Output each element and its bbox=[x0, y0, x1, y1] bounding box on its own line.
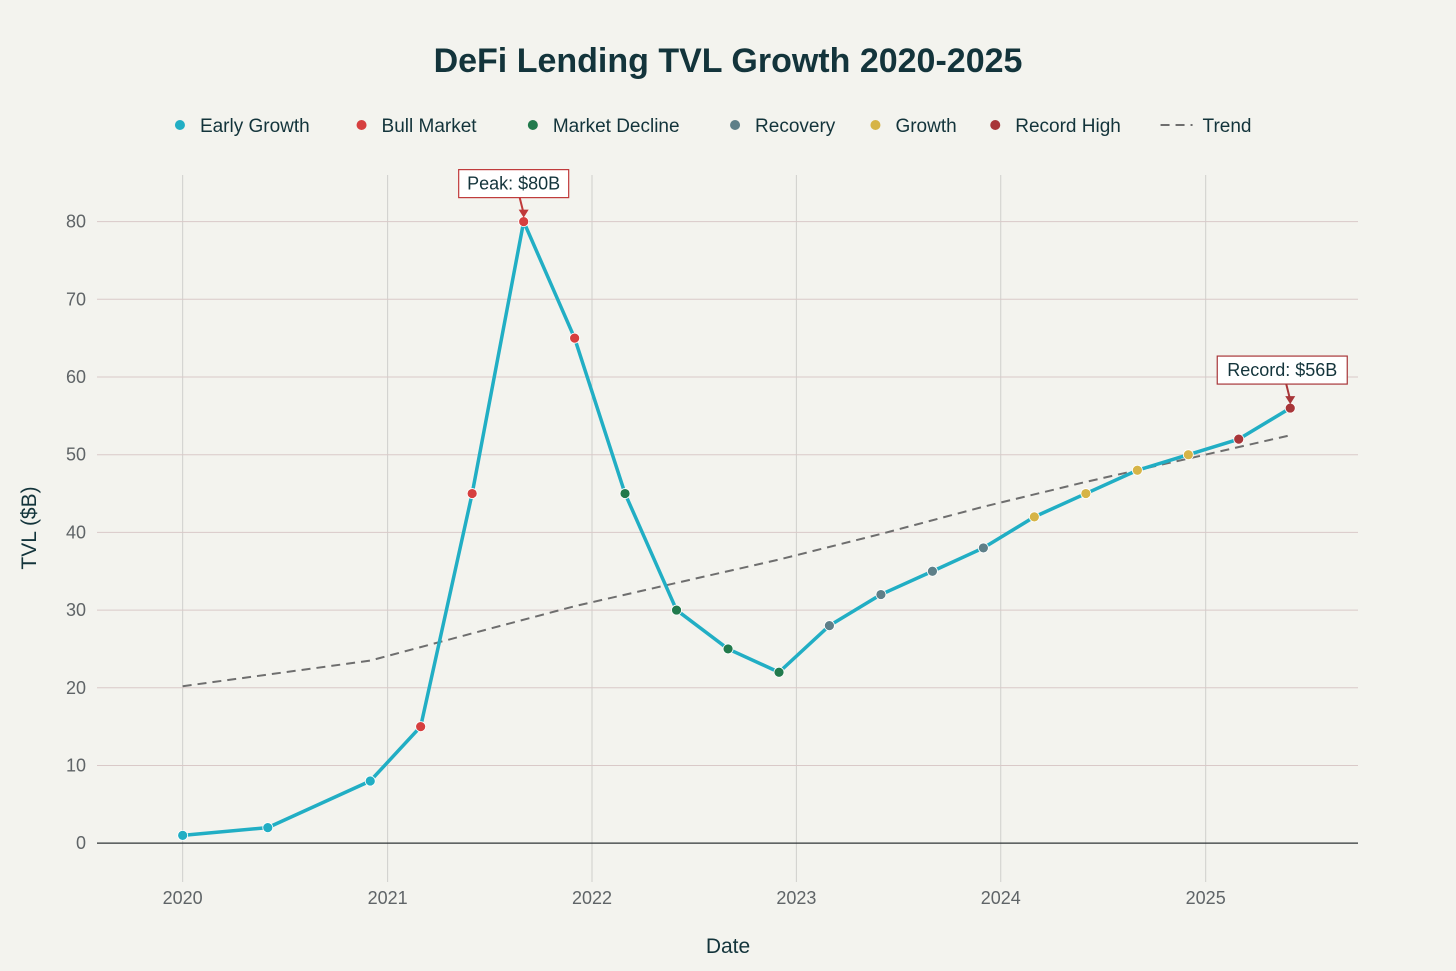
annotations: Peak: $80B Record: $56B bbox=[458, 169, 1348, 405]
legend-label: Bull Market bbox=[382, 116, 478, 137]
data-point-recovery bbox=[875, 589, 887, 600]
legend-label: Trend bbox=[1203, 116, 1252, 137]
y-tick-label: 70 bbox=[66, 289, 86, 309]
data-point-market-decline bbox=[619, 488, 631, 499]
legend-label: Growth bbox=[895, 116, 956, 137]
legend-label: Recovery bbox=[755, 116, 836, 137]
data-point-record-high bbox=[1233, 433, 1245, 445]
annotation-label: Record: $56B bbox=[1227, 360, 1337, 380]
data-point-recovery bbox=[824, 620, 835, 632]
legend-label: Market Decline bbox=[553, 116, 680, 137]
legend-swatch-early-growth bbox=[174, 120, 185, 130]
data-point-early-growth bbox=[262, 822, 274, 834]
data-point-bull-market bbox=[466, 488, 478, 499]
data-point-recovery bbox=[927, 565, 938, 577]
data-point-record-high bbox=[1284, 402, 1296, 414]
x-tick-label: 2020 bbox=[163, 888, 203, 908]
x-tick-label: 2024 bbox=[981, 888, 1021, 908]
data-point-growth bbox=[1182, 449, 1194, 461]
legend: Early Growth Bull Market Market Decline Rec… bbox=[174, 116, 1252, 137]
x-tick-label: 2025 bbox=[1186, 888, 1226, 908]
annotation-peak-80b: Peak: $80B bbox=[458, 169, 570, 218]
legend-swatch-growth bbox=[870, 120, 881, 130]
legend-item-early-growth: Early Growth bbox=[174, 116, 310, 137]
legend-item-market-decline: Market Decline bbox=[527, 116, 680, 137]
data-point-bull-market bbox=[569, 332, 581, 344]
legend-item-bull-market: Bull Market bbox=[356, 116, 478, 137]
annotation-box bbox=[1216, 355, 1348, 385]
y-tick-label: 60 bbox=[66, 367, 86, 387]
data-point-early-growth bbox=[177, 829, 189, 841]
legend-label: Early Growth bbox=[200, 116, 310, 137]
x-tick-label: 2021 bbox=[368, 888, 408, 908]
data-point-bull-market bbox=[415, 721, 427, 733]
annotation-label: Peak: $80B bbox=[467, 174, 560, 194]
data-point-growth bbox=[1028, 511, 1040, 523]
y-tick-label: 30 bbox=[66, 600, 86, 620]
y-tick-label: 0 bbox=[76, 833, 86, 853]
legend-item-trend: Trend bbox=[1160, 116, 1252, 137]
y-tick-label: 20 bbox=[66, 678, 86, 698]
legend-item-record-high: Record High bbox=[990, 116, 1121, 137]
x-tick-label: 2023 bbox=[776, 888, 816, 908]
data-point-market-decline bbox=[722, 643, 734, 655]
points-layer bbox=[177, 216, 1296, 841]
y-tick-label: 50 bbox=[66, 445, 86, 465]
legend-label: Record High bbox=[1015, 116, 1121, 137]
data-point-market-decline bbox=[773, 666, 785, 678]
legend-swatch-record-high bbox=[990, 120, 1001, 130]
annotation-arrow-head bbox=[518, 209, 529, 218]
annotation-box bbox=[458, 169, 570, 199]
legend-item-recovery: Recovery bbox=[730, 116, 836, 137]
data-point-market-decline bbox=[671, 604, 682, 616]
data-point-early-growth bbox=[364, 775, 376, 787]
chart-title: DeFi Lending TVL Growth 2020-2025 bbox=[434, 42, 1023, 80]
grid bbox=[97, 175, 1358, 882]
annotation-record-56b: Record: $56B bbox=[1216, 355, 1348, 405]
data-point-growth bbox=[1080, 488, 1092, 499]
y-tick-label: 80 bbox=[66, 212, 86, 232]
legend-swatch-market-decline bbox=[527, 120, 538, 130]
annotation-arrow-head bbox=[1285, 396, 1296, 405]
legend-swatch-recovery bbox=[730, 120, 741, 130]
y-tick-label: 10 bbox=[66, 755, 86, 775]
y-tick-label: 40 bbox=[66, 522, 86, 542]
y-axis-title: TVL ($B) bbox=[18, 486, 41, 569]
x-tick-label: 2022 bbox=[572, 888, 612, 908]
data-point-bull-market bbox=[518, 216, 530, 228]
legend-swatch-bull-market bbox=[356, 120, 367, 130]
data-point-recovery bbox=[977, 542, 989, 554]
data-point-growth bbox=[1131, 464, 1143, 476]
x-axis-title: Date bbox=[706, 935, 750, 958]
legend-item-growth: Growth bbox=[870, 116, 957, 137]
axes: 2020 2021 2022 2023 2024 2025 0 10 20 30 40 50 60 70 8… bbox=[66, 212, 1358, 908]
